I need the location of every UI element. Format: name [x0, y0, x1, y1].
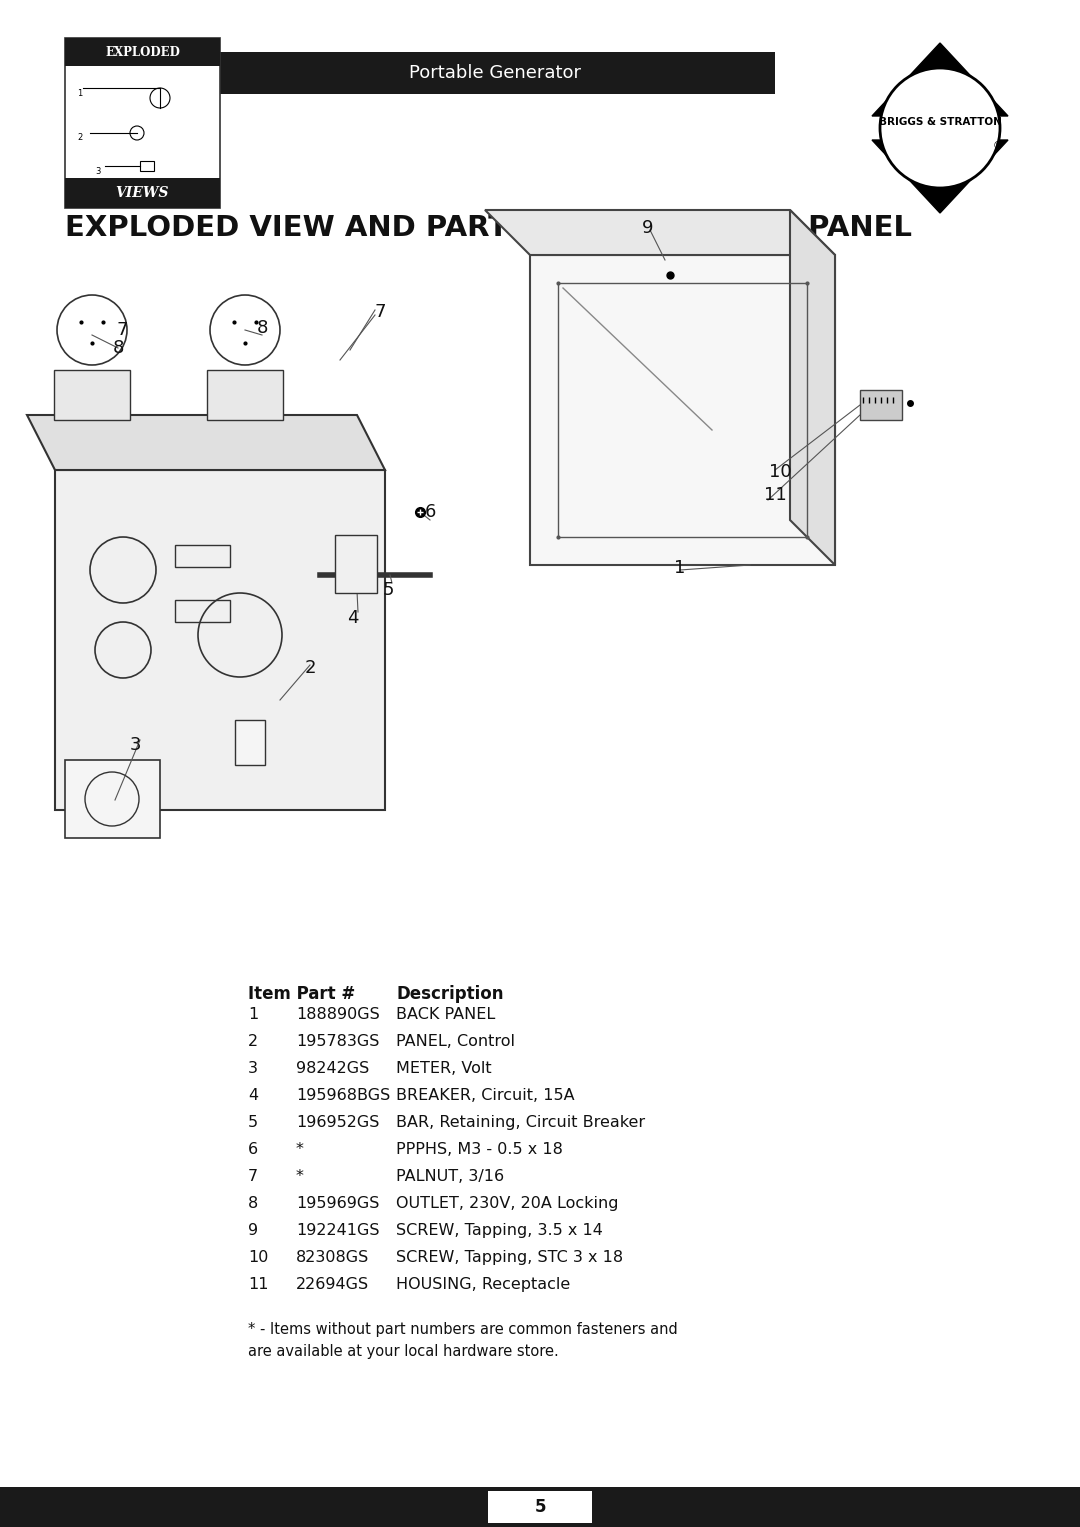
- Text: 5: 5: [248, 1115, 258, 1130]
- Text: 8: 8: [112, 339, 124, 357]
- Text: Description: Description: [396, 985, 503, 1003]
- Text: 5: 5: [535, 1498, 545, 1516]
- Text: 3: 3: [248, 1061, 258, 1077]
- Text: 188890GS: 188890GS: [296, 1006, 380, 1022]
- Text: * - Items without part numbers are common fasteners and
are available at your lo: * - Items without part numbers are commo…: [248, 1322, 678, 1359]
- FancyBboxPatch shape: [335, 534, 377, 592]
- Text: 6: 6: [424, 502, 435, 521]
- Text: BREAKER, Circuit, 15A: BREAKER, Circuit, 15A: [396, 1089, 575, 1102]
- Text: SCREW, Tapping, 3.5 x 14: SCREW, Tapping, 3.5 x 14: [396, 1223, 603, 1238]
- FancyBboxPatch shape: [54, 370, 130, 420]
- Text: 98242GS: 98242GS: [296, 1061, 369, 1077]
- Text: 9: 9: [248, 1223, 258, 1238]
- Text: *: *: [296, 1170, 303, 1183]
- Text: 4: 4: [348, 609, 359, 628]
- Text: METER, Volt: METER, Volt: [396, 1061, 491, 1077]
- Text: 4: 4: [248, 1089, 258, 1102]
- Text: OUTLET, 230V, 20A Locking: OUTLET, 230V, 20A Locking: [396, 1196, 619, 1211]
- FancyBboxPatch shape: [65, 38, 220, 208]
- Polygon shape: [872, 140, 1008, 212]
- Polygon shape: [872, 43, 1008, 116]
- FancyBboxPatch shape: [65, 179, 220, 208]
- Text: 1: 1: [248, 1006, 258, 1022]
- FancyBboxPatch shape: [488, 1490, 592, 1522]
- FancyBboxPatch shape: [860, 389, 902, 420]
- Text: 6: 6: [248, 1142, 258, 1157]
- Text: SCREW, Tapping, STC 3 x 18: SCREW, Tapping, STC 3 x 18: [396, 1251, 623, 1264]
- Text: 22694GS: 22694GS: [296, 1277, 369, 1292]
- Text: PANEL, Control: PANEL, Control: [396, 1034, 515, 1049]
- Text: 8: 8: [248, 1196, 258, 1211]
- Text: BAR, Retaining, Circuit Breaker: BAR, Retaining, Circuit Breaker: [396, 1115, 645, 1130]
- Text: BACK PANEL: BACK PANEL: [396, 1006, 496, 1022]
- Text: 8: 8: [256, 319, 268, 337]
- Text: 195969GS: 195969GS: [296, 1196, 379, 1211]
- Text: EXPLODED: EXPLODED: [105, 46, 180, 58]
- Text: 3: 3: [130, 736, 140, 754]
- Text: 10: 10: [769, 463, 792, 481]
- Text: BRIGGS & STRATTON: BRIGGS & STRATTON: [878, 118, 1001, 127]
- Text: 195968BGS: 195968BGS: [296, 1089, 390, 1102]
- Text: 2: 2: [77, 133, 82, 142]
- FancyBboxPatch shape: [215, 52, 775, 95]
- Text: 1: 1: [77, 89, 82, 98]
- Text: ®: ®: [993, 140, 1002, 151]
- Text: PALNUT, 3/16: PALNUT, 3/16: [396, 1170, 504, 1183]
- Text: 11: 11: [248, 1277, 269, 1292]
- Polygon shape: [530, 255, 835, 565]
- Text: 1: 1: [674, 559, 686, 577]
- Text: VIEWS: VIEWS: [116, 186, 170, 200]
- Text: 7: 7: [375, 302, 386, 321]
- Text: 2: 2: [248, 1034, 258, 1049]
- Text: 11: 11: [764, 486, 786, 504]
- Polygon shape: [789, 211, 835, 565]
- Text: 7: 7: [248, 1170, 258, 1183]
- Text: 82308GS: 82308GS: [296, 1251, 369, 1264]
- Polygon shape: [485, 211, 835, 255]
- Text: *: *: [296, 1142, 303, 1157]
- Text: HOUSING, Receptacle: HOUSING, Receptacle: [396, 1277, 570, 1292]
- Text: 195783GS: 195783GS: [296, 1034, 379, 1049]
- Text: 3: 3: [95, 166, 100, 176]
- Text: Item Part #: Item Part #: [248, 985, 355, 1003]
- Text: 192241GS: 192241GS: [296, 1223, 379, 1238]
- Text: 5: 5: [382, 580, 394, 599]
- FancyBboxPatch shape: [65, 38, 220, 66]
- Circle shape: [880, 69, 1000, 188]
- FancyBboxPatch shape: [235, 721, 265, 765]
- Polygon shape: [55, 470, 384, 809]
- Text: 10: 10: [248, 1251, 268, 1264]
- FancyBboxPatch shape: [0, 1487, 1080, 1527]
- Text: PPPHS, M3 - 0.5 x 18: PPPHS, M3 - 0.5 x 18: [396, 1142, 563, 1157]
- Text: EXPLODED VIEW AND PARTS LIST - CONTROL PANEL: EXPLODED VIEW AND PARTS LIST - CONTROL P…: [65, 214, 912, 241]
- FancyBboxPatch shape: [65, 760, 160, 838]
- FancyBboxPatch shape: [207, 370, 283, 420]
- Polygon shape: [27, 415, 384, 470]
- Text: 196952GS: 196952GS: [296, 1115, 379, 1130]
- Text: 9: 9: [643, 218, 653, 237]
- Text: 7: 7: [117, 321, 127, 339]
- Text: 2: 2: [305, 660, 315, 676]
- Text: Portable Generator: Portable Generator: [409, 64, 581, 82]
